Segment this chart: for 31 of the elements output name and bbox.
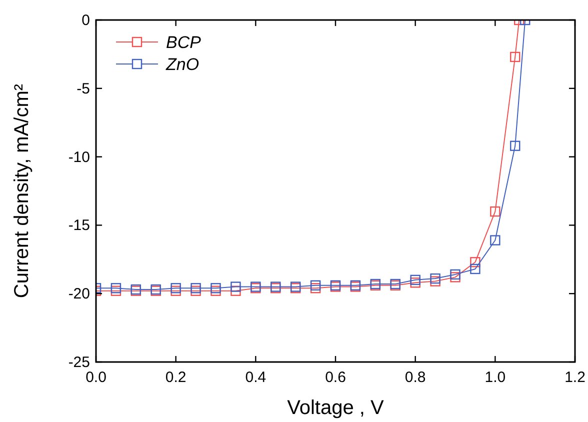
point	[170, 283, 181, 294]
x-tick-label: 1.0	[484, 369, 506, 386]
legend-label: BCP	[166, 33, 202, 52]
point	[510, 140, 520, 151]
point	[210, 283, 221, 294]
x-tick-label: 0.0	[86, 369, 106, 386]
point	[450, 269, 460, 280]
x-tick-label: 0.4	[245, 369, 266, 386]
x-tick-label: 0.6	[325, 369, 346, 386]
x-tick-label: 1.2	[564, 369, 586, 386]
x-tick-label: 0.2	[165, 369, 186, 386]
x-axis-title: Voltage , V	[287, 397, 385, 419]
legend-label: ZnO	[165, 55, 200, 74]
x-tick-label: 0.8	[404, 369, 426, 386]
point	[470, 264, 480, 274]
y-tick-label: -10	[68, 148, 90, 166]
y-tick-label: -20	[68, 286, 90, 303]
point	[310, 280, 321, 290]
point	[190, 283, 201, 294]
point	[490, 235, 500, 246]
point	[490, 206, 500, 217]
point	[230, 282, 241, 292]
y-tick-label: -25	[68, 354, 90, 371]
y-tick-label: -5	[76, 80, 90, 98]
point	[470, 257, 480, 268]
y-tick-label: -15	[68, 217, 90, 234]
point	[410, 274, 420, 286]
y-axis-title: Current density, mA/cm²	[11, 84, 33, 298]
point	[430, 273, 440, 284]
y-tick-label: 0	[82, 12, 90, 29]
point	[110, 283, 122, 294]
